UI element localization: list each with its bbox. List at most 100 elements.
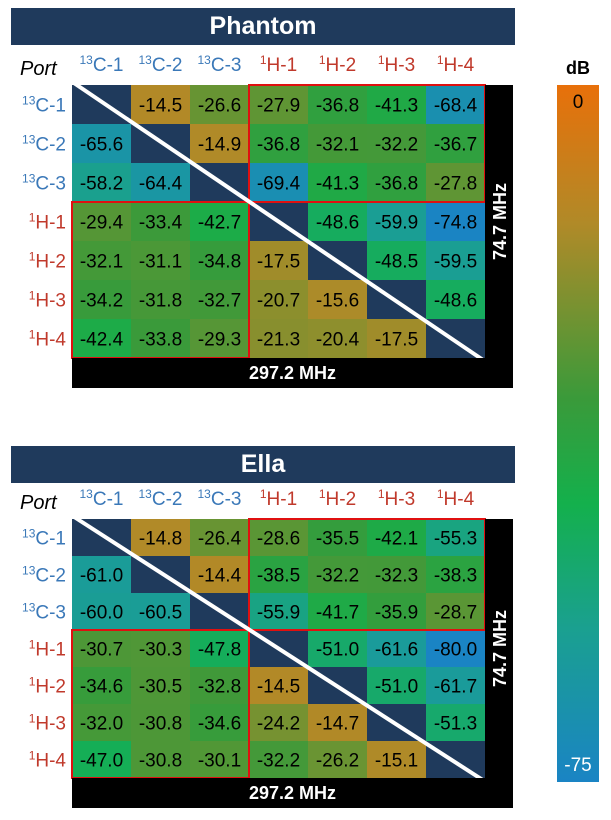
mass-superscript: 1 <box>319 487 326 501</box>
heatmap-cell <box>72 280 131 319</box>
port-name: H-4 <box>444 489 475 510</box>
cell-value-label: -69.4 <box>257 174 301 195</box>
port-name: C-3 <box>35 603 66 624</box>
heatmap-cell <box>190 556 249 593</box>
port-name: H-2 <box>326 489 357 510</box>
heatmap-cell <box>426 202 485 241</box>
heatmap-cell <box>72 630 131 667</box>
port-name: H-4 <box>35 751 66 772</box>
mass-superscript: 1 <box>29 289 36 303</box>
column-port-label: 1H-2 <box>319 53 356 76</box>
column-port-label: 13C-1 <box>80 53 124 76</box>
row-port-label: 1H-2 <box>29 250 66 273</box>
port-name: H-2 <box>35 677 66 698</box>
heatmap-cell <box>367 519 426 556</box>
port-name: C-1 <box>35 96 66 117</box>
heatmap-cell <box>131 593 190 630</box>
heatmap-cell <box>367 741 426 778</box>
cell-value-label: -36.8 <box>375 174 418 195</box>
cell-value-label: -28.6 <box>257 529 300 550</box>
heatmap-cell <box>249 124 308 163</box>
row-port-label: 1H-1 <box>29 211 66 234</box>
port-name: H-4 <box>444 55 475 76</box>
heatmap-cell <box>308 163 367 202</box>
heatmap-cell <box>131 704 190 741</box>
row-port-label: 1H-3 <box>29 712 66 735</box>
colorbar-unit-label: dB <box>566 58 590 78</box>
mass-superscript: 1 <box>319 53 326 67</box>
cell-value-label: -26.2 <box>316 751 359 772</box>
cell-value-label: -38.3 <box>434 566 477 587</box>
cell-value-label: -29.3 <box>198 330 241 351</box>
port-name: H-3 <box>385 55 416 76</box>
cell-value-label: -14.9 <box>198 135 241 156</box>
row-port-label: 13C-3 <box>22 172 66 195</box>
heatmap-cell <box>249 519 308 556</box>
cell-value-label: -60.0 <box>80 603 123 624</box>
diagonal-line <box>66 77 491 366</box>
cell-value-label: -27.9 <box>257 96 300 117</box>
heatmap-cell <box>72 667 131 704</box>
heatmap-cell <box>72 556 131 593</box>
port-name: H-3 <box>35 291 66 312</box>
port-name: C-3 <box>35 174 66 195</box>
cell-value-label: -30.5 <box>139 677 182 698</box>
cell-value-label: -61.0 <box>80 566 123 587</box>
heatmap-cell <box>131 85 190 124</box>
cell-value-label: -31.1 <box>139 252 182 273</box>
column-port-label: 13C-3 <box>198 53 242 76</box>
mass-superscript: 13 <box>22 564 36 578</box>
row-port-label: 1H-2 <box>29 675 66 698</box>
cell-value-label: -28.7 <box>434 603 477 624</box>
cell-value-label: -33.4 <box>139 213 183 234</box>
frequency-label-side: 74.7 MHz <box>490 610 510 687</box>
row-port-label: 1H-1 <box>29 638 66 661</box>
heatmap-cell <box>426 741 485 778</box>
cell-value-label: -42.4 <box>80 330 124 351</box>
heatmap-cell <box>72 202 131 241</box>
mass-superscript: 1 <box>260 53 267 67</box>
cell-value-label: -59.5 <box>434 252 477 273</box>
mass-superscript: 13 <box>198 487 212 501</box>
column-port-label: 1H-1 <box>260 487 297 510</box>
heatmap-cell <box>367 163 426 202</box>
port-name: C-1 <box>93 489 124 510</box>
heatmap-cell <box>367 202 426 241</box>
heatmap-cell <box>249 280 308 319</box>
port-name: H-1 <box>267 489 298 510</box>
cell-value-label: -26.6 <box>198 96 241 117</box>
colorbar-min-label: -75 <box>564 755 592 776</box>
cell-value-label: -34.2 <box>80 291 123 312</box>
port-name: H-3 <box>35 714 66 735</box>
cell-value-label: -34.6 <box>80 677 123 698</box>
cell-value-label: -32.2 <box>257 751 300 772</box>
cell-value-label: -32.1 <box>316 135 359 156</box>
row-port-label: 13C-2 <box>22 564 66 587</box>
heatmap-cell <box>367 667 426 704</box>
cell-value-label: -35.9 <box>375 603 418 624</box>
heatmap-cell <box>72 593 131 630</box>
port-name: C-1 <box>93 55 124 76</box>
port-name: C-3 <box>211 55 242 76</box>
colorbar <box>557 85 599 782</box>
cell-value-label: -41.7 <box>316 603 359 624</box>
port-corner-label: Port <box>20 492 57 514</box>
mass-superscript: 1 <box>29 712 36 726</box>
heatmap-cell <box>426 667 485 704</box>
mass-superscript: 1 <box>29 250 36 264</box>
heatmap-cell <box>249 163 308 202</box>
cell-value-label: -41.3 <box>316 174 359 195</box>
row-port-label: 13C-2 <box>22 133 66 156</box>
heatmap-cell <box>308 319 367 358</box>
column-port-label: 1H-3 <box>378 487 415 510</box>
cell-value-label: -48.6 <box>434 291 477 312</box>
heatmap-cell <box>131 519 190 556</box>
cell-value-label: -21.3 <box>257 330 300 351</box>
heatmap-cell <box>426 280 485 319</box>
heatmap-cell <box>426 593 485 630</box>
cell-value-label: -32.2 <box>375 135 418 156</box>
cell-value-label: -14.7 <box>316 714 359 735</box>
cell-value-label: -36.7 <box>434 135 477 156</box>
mass-superscript: 13 <box>22 94 36 108</box>
cell-value-label: -55.3 <box>434 529 477 550</box>
